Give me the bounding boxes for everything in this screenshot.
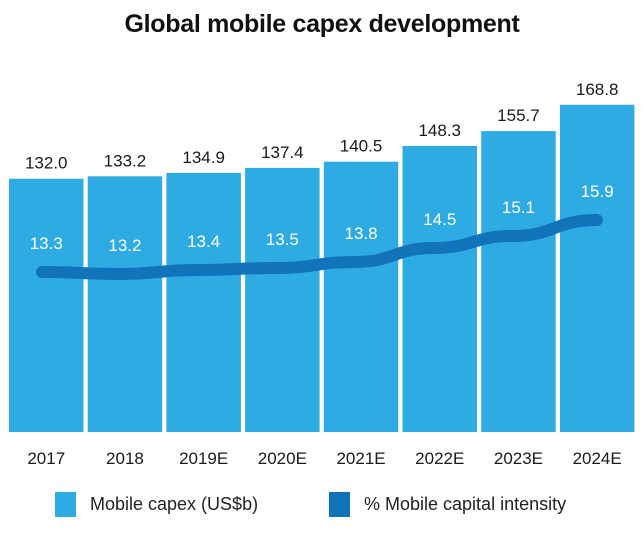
- chart-title: Global mobile capex development: [124, 10, 520, 38]
- line-value-label: 13.2: [108, 236, 141, 255]
- legend-item-intensity: % Mobile capital intensity: [329, 492, 566, 517]
- bar-value-label: 148.3: [418, 121, 461, 140]
- line-value-label: 13.5: [266, 230, 299, 249]
- bar-2023E: [481, 131, 556, 432]
- bar-value-label: 140.5: [340, 137, 383, 156]
- bar-value-label: 137.4: [261, 143, 304, 162]
- line-value-label: 15.1: [502, 198, 535, 217]
- legend-label-intensity: % Mobile capital intensity: [364, 494, 567, 514]
- x-tick-label: 2018: [106, 449, 144, 468]
- legend-swatch-intensity: [329, 492, 350, 517]
- bar-value-label: 133.2: [104, 151, 147, 170]
- bar-value-label: 132.0: [25, 154, 68, 173]
- bar-value-label: 168.8: [576, 80, 619, 99]
- x-tick-label: 2022E: [415, 449, 464, 468]
- line-value-label: 14.5: [423, 210, 456, 229]
- x-tick-label: 2019E: [179, 449, 228, 468]
- legend-swatch-capex: [55, 492, 76, 517]
- bar-2018: [87, 176, 163, 432]
- line-value-label: 13.3: [30, 234, 63, 253]
- bar-value-label: 134.9: [182, 148, 225, 167]
- bar-2020E: [245, 167, 320, 433]
- x-tick-label: 2017: [27, 449, 65, 468]
- bar-2021E: [323, 161, 399, 432]
- bar-2017: [9, 178, 84, 432]
- bar-2019E: [166, 172, 241, 432]
- bar-2024E: [559, 104, 635, 432]
- x-tick-label: 2024E: [573, 449, 622, 468]
- line-value-label: 13.4: [187, 232, 220, 251]
- legend-item-capex: Mobile capex (US$b): [55, 492, 258, 517]
- x-tick-label: 2023E: [494, 449, 543, 468]
- line-value-label: 13.8: [345, 224, 378, 243]
- legend-label-capex: Mobile capex (US$b): [90, 494, 259, 514]
- x-tick-label: 2020E: [258, 449, 307, 468]
- bar-2022E: [402, 145, 477, 433]
- x-tick-label: 2021E: [336, 449, 385, 468]
- bar-value-label: 155.7: [497, 106, 540, 125]
- line-value-label: 15.9: [581, 182, 614, 201]
